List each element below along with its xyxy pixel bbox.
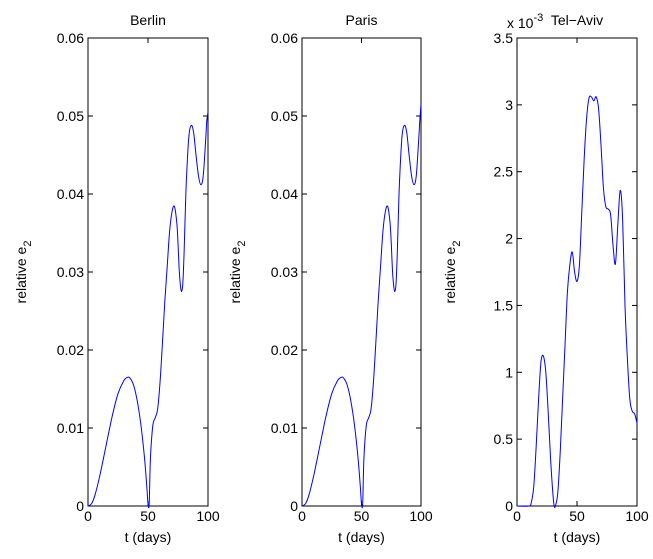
x-axis-label: t (days) — [125, 529, 172, 545]
series-line-paris — [301, 104, 422, 509]
y-tick-label: 0.04 — [57, 186, 84, 202]
x-tick-label: 0 — [298, 508, 306, 524]
y-axis-label-text: relative e — [13, 246, 29, 303]
y-tick-label: 0.01 — [57, 420, 84, 436]
y-tick-label: 0.05 — [271, 108, 298, 124]
y-axis-label: relative e2 — [13, 241, 34, 304]
y-axis-label: relative e2 — [442, 241, 463, 304]
series-line-tel-aviv — [516, 95, 638, 509]
x-tick-label: 50 — [140, 508, 156, 524]
y-tick-label: 0.5 — [494, 431, 514, 447]
y-axis-label: relative e2 — [227, 241, 248, 304]
x-tick-label: 100 — [625, 508, 649, 524]
y-tick-label: 0.02 — [57, 342, 84, 358]
y-tick-label: 0.06 — [271, 30, 298, 46]
y-tick-label: 0.04 — [271, 186, 298, 202]
y-tick-label: 3.5 — [494, 30, 514, 46]
y-axis-label-subscript: 2 — [22, 241, 34, 247]
y-axis-label-subscript: 2 — [451, 241, 463, 247]
y-tick-label: 0.05 — [57, 108, 84, 124]
x-tick-label: 0 — [84, 508, 92, 524]
y-axis-label-subscript: 2 — [236, 241, 248, 247]
x-tick-label: 100 — [409, 508, 433, 524]
y-tick-label: 0 — [76, 498, 84, 514]
y-tick-label: 3 — [505, 97, 513, 113]
y-tick-label: 0.03 — [271, 264, 298, 280]
x-tick-label: 0 — [513, 508, 521, 524]
y-tick-label: 1 — [505, 364, 513, 380]
subplot-title: Tel−Aviv — [551, 12, 603, 28]
y-tick-label: 0.06 — [57, 30, 84, 46]
x-tick-label: 100 — [196, 508, 220, 524]
y-tick-label: 0.03 — [57, 264, 84, 280]
subplot-berlin: 0 50 100 0 0.01 0.02 0.03 0.04 0.05 0.06 Berlin t (… — [13, 12, 220, 545]
y-tick-label: 2.5 — [494, 164, 514, 180]
y-tick-label: 0.02 — [271, 342, 298, 358]
subplot-title: Berlin — [130, 12, 166, 28]
subplot-tel-aviv: 0 50 100 0 0.5 1 1.5 2 2.5 3 3.5 Tel−Aviv x 10-3 t (d… — [442, 12, 649, 545]
x-axis-label: t (days) — [338, 529, 385, 545]
axis-multiplier-exponent: -3 — [533, 12, 543, 24]
subplot-title: Paris — [346, 12, 378, 28]
y-tick-label: 0 — [505, 498, 513, 514]
axis-multiplier-base: x 10 — [507, 15, 534, 31]
y-tick-label: 0 — [290, 498, 298, 514]
x-tick-label: 50 — [354, 508, 370, 524]
y-tick-label: 2 — [505, 231, 513, 247]
y-tick-label: 1.5 — [494, 297, 514, 313]
series-line-berlin — [87, 112, 209, 509]
y-tick-label: 0.01 — [271, 420, 298, 436]
y-axis-label-text: relative e — [442, 246, 458, 303]
x-tick-label: 50 — [569, 508, 585, 524]
y-axis-label-text: relative e — [227, 246, 243, 303]
axis-multiplier: x 10-3 — [507, 12, 543, 31]
subplot-paris: 0 50 100 0 0.01 0.02 0.03 0.04 0.05 0.06 Paris t (d… — [227, 12, 433, 545]
x-axis-label: t (days) — [554, 529, 601, 545]
